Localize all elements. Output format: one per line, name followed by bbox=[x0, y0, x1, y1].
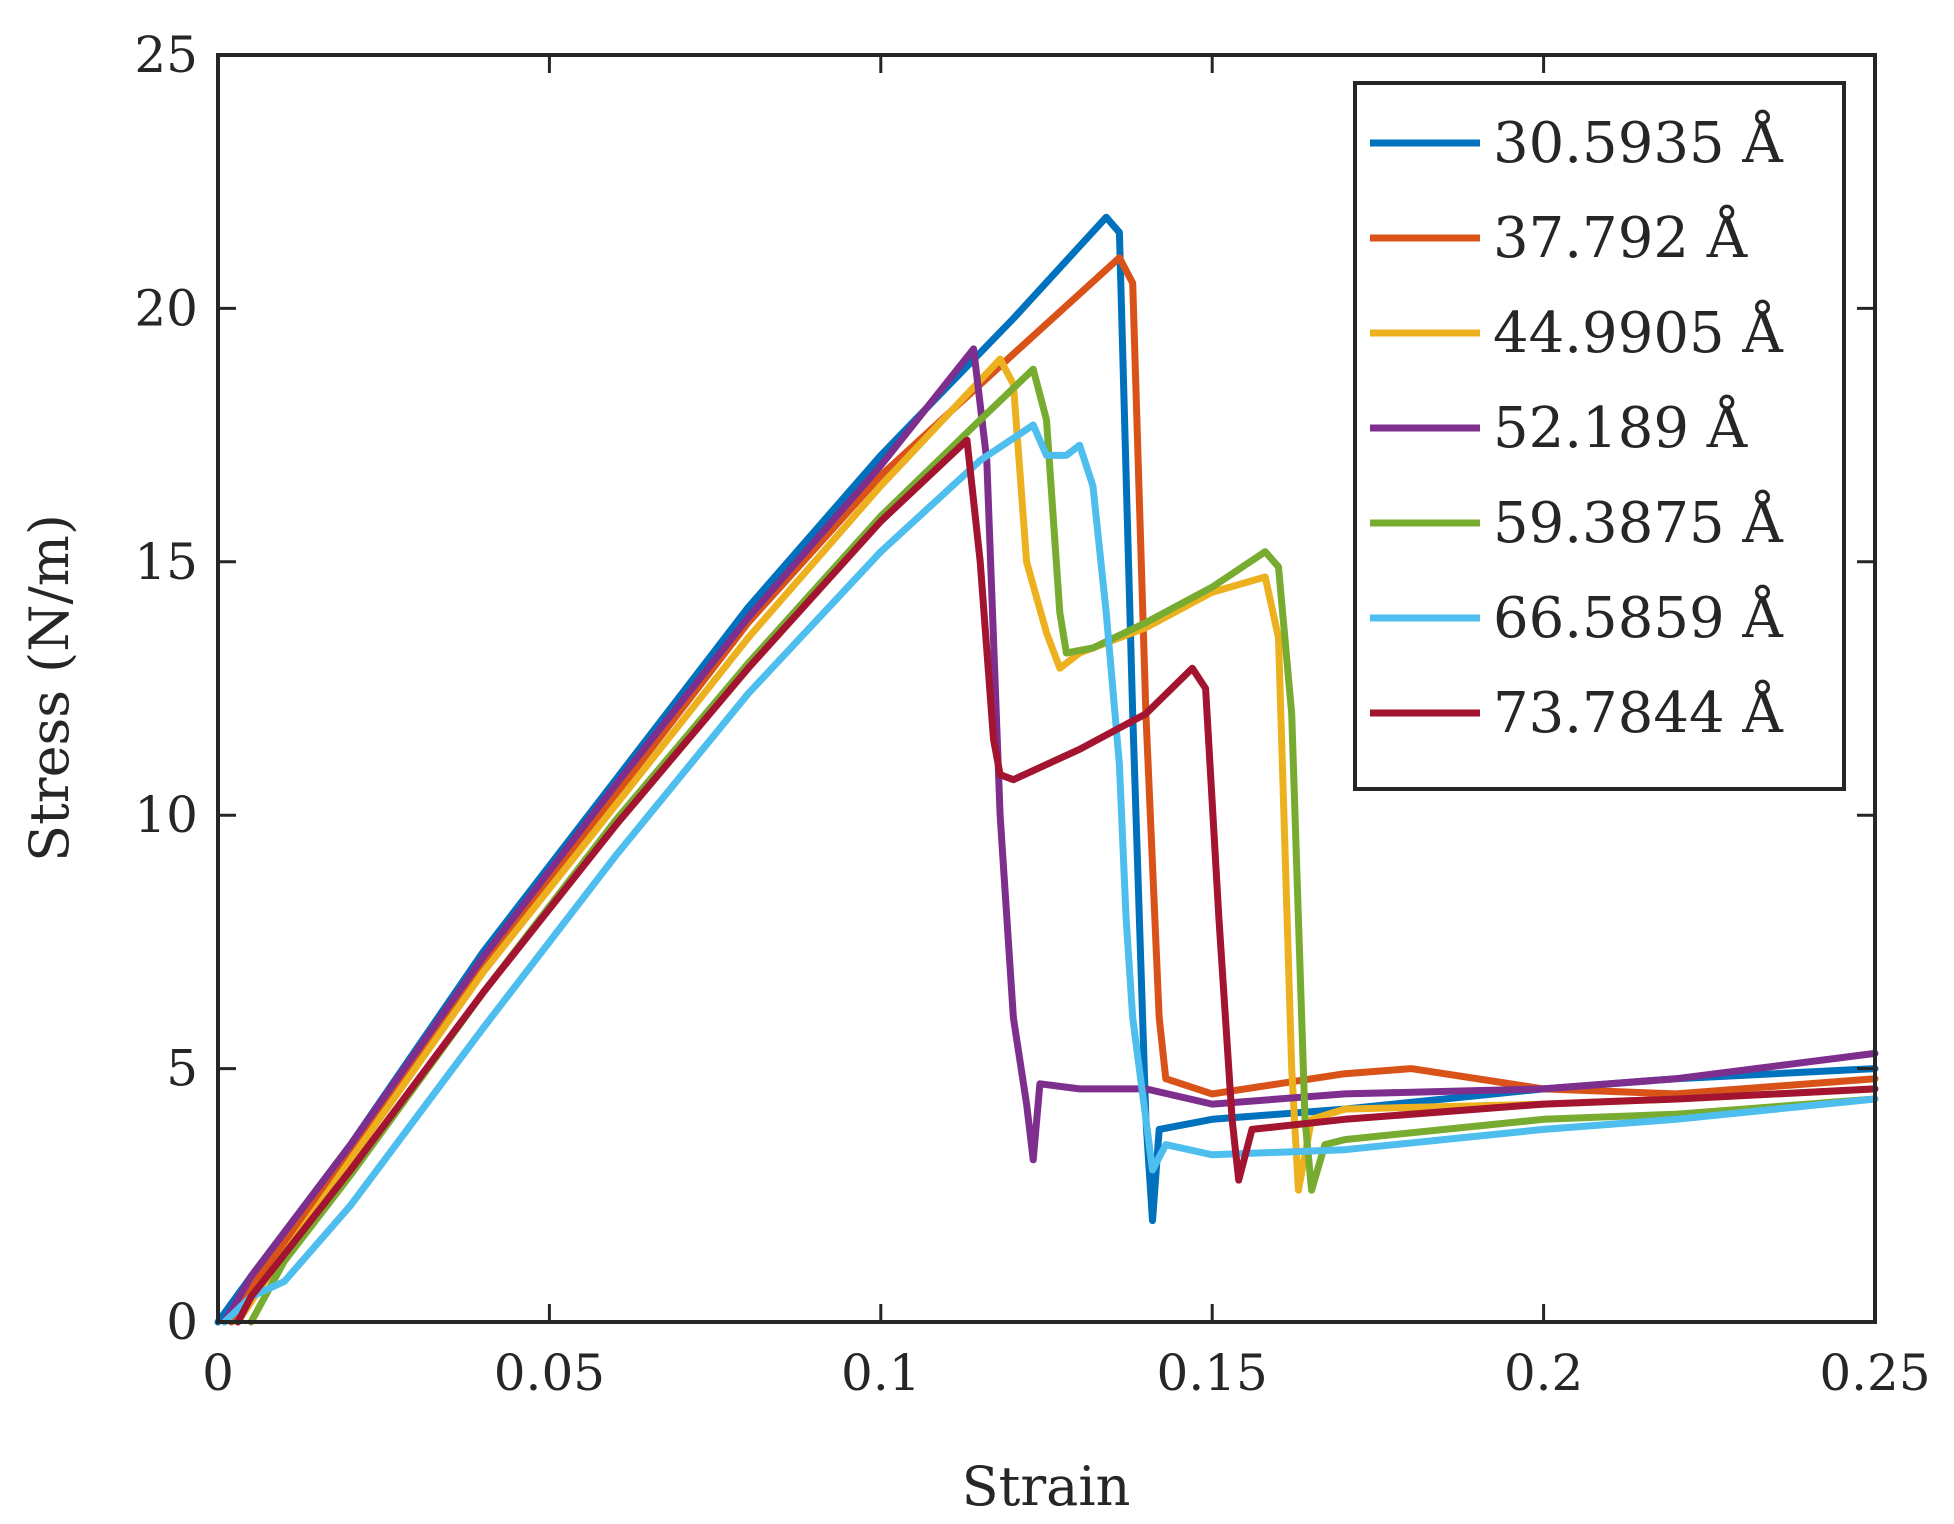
x-tick-label: 0.25 bbox=[1819, 1344, 1930, 1402]
series-layer bbox=[214, 213, 1879, 1326]
plot-area-frame bbox=[216, 53, 1877, 1324]
x-axis-label: Strain bbox=[962, 1455, 1131, 1518]
series-line-4 bbox=[221, 345, 1879, 1326]
x-tick-label: 0.15 bbox=[1157, 1344, 1268, 1402]
y-tick-label: 10 bbox=[134, 786, 198, 844]
legend-label: 52.189 Å bbox=[1493, 394, 1748, 461]
y-tick-label: 15 bbox=[134, 533, 198, 591]
legend-label: 44.9905 Å bbox=[1493, 299, 1783, 366]
x-tick-label: 0.2 bbox=[1504, 1344, 1584, 1402]
y-tick-label: 5 bbox=[166, 1040, 198, 1098]
ticks-layer: 0 0.05 0.1 0.15 0.2 0.25 0 5 10 15 20 25 bbox=[134, 26, 1930, 1402]
x-tick-label: 0 bbox=[202, 1344, 234, 1402]
legend-entries: 30.5935 Å 37.792 Å 44.9905 Å 52.189 Å 59.387… bbox=[1370, 109, 1783, 746]
legend-label: 66.5859 Å bbox=[1493, 584, 1783, 651]
legend-label: 37.792 Å bbox=[1493, 204, 1748, 271]
y-axis-label: Stress (N/m) bbox=[18, 514, 81, 862]
legend-label: 30.5935 Å bbox=[1493, 109, 1783, 176]
y-tick-label: 25 bbox=[134, 26, 198, 84]
x-tick-label: 0.1 bbox=[841, 1344, 921, 1402]
series-line-3 bbox=[234, 355, 1879, 1326]
y-tick-label: 0 bbox=[166, 1293, 198, 1351]
legend-label: 59.3875 Å bbox=[1493, 489, 1783, 556]
series-line-6 bbox=[221, 421, 1879, 1326]
legend: 30.5935 Å 37.792 Å 44.9905 Å 52.189 Å 59.387… bbox=[1353, 81, 1846, 791]
y-tick-label: 20 bbox=[134, 279, 198, 337]
series-line-2 bbox=[227, 254, 1879, 1326]
legend-label: 73.7844 Å bbox=[1493, 679, 1783, 746]
x-tick-label: 0.05 bbox=[494, 1344, 605, 1402]
legend-box bbox=[1353, 81, 1846, 791]
series-line-7 bbox=[234, 436, 1879, 1326]
